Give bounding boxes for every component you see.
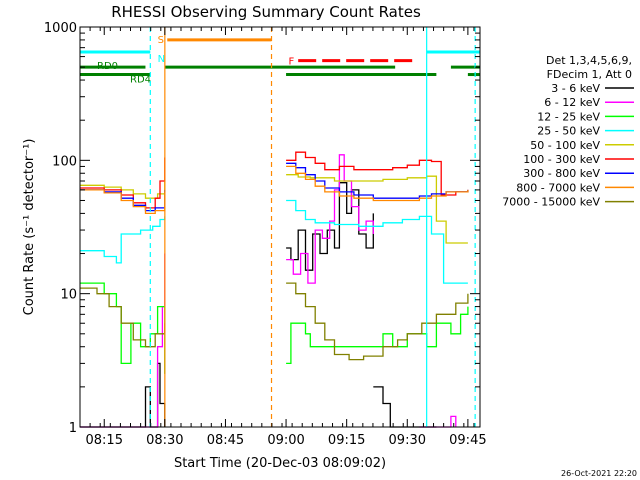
x-tick-label: 08:15 [86, 433, 123, 448]
vline-layer [149, 27, 476, 427]
y-tick-label: 10 [60, 288, 77, 303]
series-line-25-50-kev-seg0 [80, 216, 166, 264]
legend-label-6-12-kev: 6 - 12 keV [544, 96, 600, 109]
flag-label-rd0: RD0 [97, 61, 118, 72]
legend-header-line-2: FDecim 1, Att 0 [547, 68, 632, 81]
legend-header-line-1: Det 1,3,4,5,6,9, [546, 54, 632, 67]
x-tick-label: 08:30 [146, 433, 183, 448]
y-tick-label: 1 [69, 421, 77, 436]
flag-label-rd4: RD4 [130, 75, 151, 86]
legend-label-800-7000-kev: 800 - 7000 keV [516, 181, 600, 194]
x-tick-label: 09:00 [267, 433, 304, 448]
series-line-7000-15000-kev-seg0 [80, 287, 166, 348]
legend-label-100-300-kev: 100 - 300 keV [523, 153, 600, 166]
legend: Det 1,3,4,5,6,9, FDecim 1, Att 0 3 - 6 k… [502, 54, 634, 209]
series-line-100-300-kev-seg0 [80, 157, 166, 209]
generation-timestamp: 26-Oct-2021 22:20 [561, 469, 637, 478]
legend-label-12-25-kev: 12 - 25 keV [537, 110, 600, 123]
x-tick-label: 09:15 [328, 433, 365, 448]
tick-layer: 08:15 08:30 08:45 09:00 09:15 09:30 09:45 1 10 10… [44, 21, 487, 448]
y-tick-label: 100 [52, 154, 77, 169]
y-tick-label: 1000 [44, 21, 77, 36]
x-tick-label: 08:45 [207, 433, 244, 448]
legend-label-50-100-kev: 50 - 100 keV [530, 139, 600, 152]
series-line-800-7000-kev-seg1 [286, 165, 469, 202]
flag-label-saa: S [158, 35, 164, 46]
legend-label-25-50-kev: 25 - 50 keV [537, 125, 600, 138]
chart-title: RHESSI Observing Summary Count Rates [111, 3, 421, 21]
series-layer [80, 151, 469, 428]
x-tick-label: 09:30 [389, 433, 426, 448]
x-tick-label: 09:45 [449, 433, 486, 448]
y-axis-label: Count Rate (s⁻¹ detector⁻¹) [22, 139, 37, 316]
flag-label-flare: F [288, 57, 294, 68]
series-line-100-300-kev-seg1 [286, 151, 469, 196]
series-line-50-100-kev-seg0 [80, 181, 166, 199]
legend-label-300-800-kev: 300 - 800 keV [523, 167, 600, 180]
legend-label-7000-15000-kev: 7000 - 15000 keV [502, 196, 600, 209]
series-line-6-12-kev-seg1 [286, 154, 374, 284]
plot-frame [79, 26, 481, 428]
series-line-25-50-kev-seg1 [286, 199, 468, 284]
series-line-800-7000-kev-seg0 [80, 189, 166, 215]
flag-label-night: N [158, 54, 165, 65]
series-line-7000-15000-kev-seg1 [286, 282, 469, 361]
series-line-12-25-kev-seg1 [286, 306, 469, 365]
x-axis-label: Start Time (20-Dec-03 08:09:02) [174, 456, 386, 471]
legend-label-3-6-kev: 3 - 6 keV [551, 82, 600, 95]
series-line-50-100-kev-seg1 [286, 174, 468, 244]
